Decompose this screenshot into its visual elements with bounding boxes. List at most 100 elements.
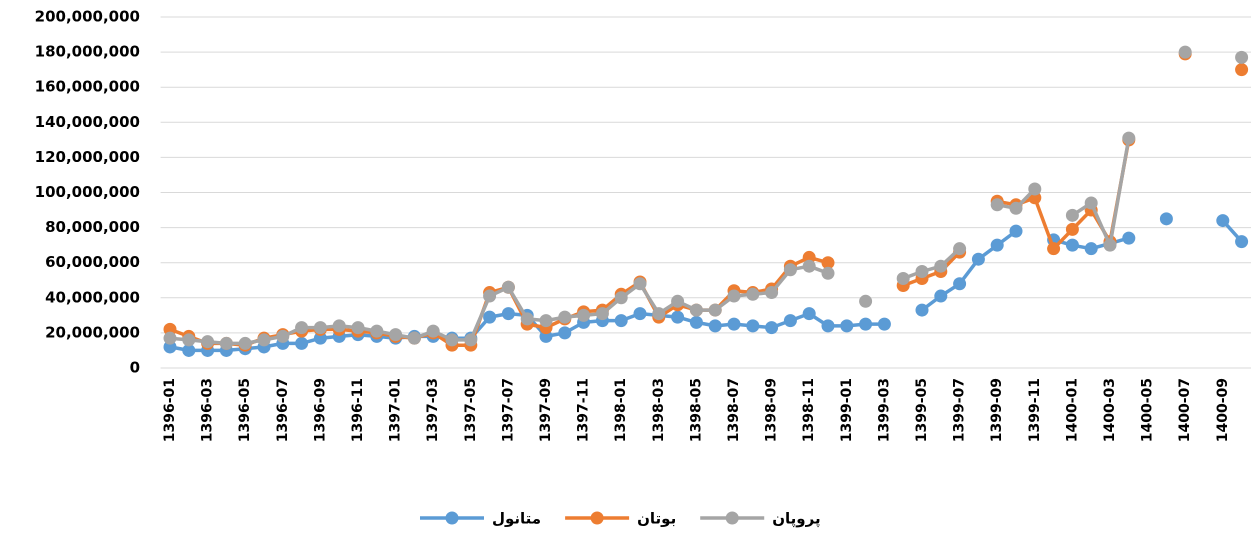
- data-point: [953, 242, 966, 255]
- x-tick-label: 1399-09: [989, 378, 1005, 442]
- x-tick-label: 1398-03: [651, 378, 667, 442]
- data-point: [164, 332, 177, 345]
- x-tick-label: 1396-11: [350, 378, 366, 442]
- data-point: [521, 312, 534, 325]
- data-point: [878, 318, 891, 331]
- data-point: [765, 286, 778, 299]
- data-point: [634, 307, 647, 320]
- data-point: [577, 309, 590, 322]
- data-point: [258, 333, 271, 346]
- data-point: [446, 333, 459, 346]
- data-point: [1085, 197, 1098, 210]
- data-point: [784, 263, 797, 276]
- data-point: [483, 311, 496, 324]
- y-tick-label: 180,000,000: [35, 43, 140, 61]
- data-point: [934, 290, 947, 303]
- x-tick-label: 1396-07: [275, 378, 291, 442]
- data-point: [991, 198, 1004, 211]
- data-point: [1122, 232, 1135, 245]
- data-point: [953, 277, 966, 290]
- data-point: [408, 332, 421, 345]
- data-point: [634, 277, 647, 290]
- data-point: [314, 321, 327, 334]
- data-point: [558, 311, 571, 324]
- data-point: [502, 307, 515, 320]
- x-tick-label: 1399-05: [914, 378, 930, 442]
- y-tick-label: 20,000,000: [45, 323, 140, 341]
- data-point: [239, 337, 252, 350]
- x-tick-label: 1398-05: [688, 378, 704, 442]
- x-tick-label: 1397-09: [538, 378, 554, 442]
- data-point: [690, 316, 703, 329]
- x-tick-label: 1399-03: [876, 378, 892, 442]
- x-tick-label: 1396-05: [237, 378, 253, 442]
- data-point: [897, 272, 910, 285]
- y-tick-label: 40,000,000: [45, 288, 140, 306]
- data-point: [1235, 51, 1248, 64]
- data-point: [916, 304, 929, 317]
- x-tick-label: 1396-09: [312, 378, 328, 442]
- data-point: [1235, 235, 1248, 248]
- data-point: [201, 335, 214, 348]
- x-tick-label: 1398-01: [613, 378, 629, 442]
- data-point: [709, 304, 722, 317]
- data-point: [182, 333, 195, 346]
- data-point: [389, 328, 402, 341]
- data-point: [615, 291, 628, 304]
- x-tick-label: 1396-03: [200, 378, 216, 442]
- data-point: [1085, 242, 1098, 255]
- data-point: [333, 319, 346, 332]
- legend-label: متانول: [492, 510, 541, 528]
- data-point: [220, 337, 233, 350]
- legend-item: بوتان: [565, 510, 676, 528]
- data-point: [822, 319, 835, 332]
- y-tick-label: 0: [130, 359, 140, 377]
- data-point: [1028, 182, 1041, 195]
- x-tick-label: 1400-01: [1064, 378, 1080, 442]
- data-point: [934, 260, 947, 273]
- data-point: [1216, 214, 1229, 227]
- x-tick-label: 1400-03: [1102, 378, 1118, 442]
- data-point: [295, 337, 308, 350]
- y-tick-label: 100,000,000: [35, 183, 140, 201]
- legend-item: متانول: [420, 510, 541, 528]
- x-tick-label: 1399-01: [839, 378, 855, 442]
- series-line: [170, 70, 1242, 346]
- data-point: [483, 290, 496, 303]
- data-point: [464, 333, 477, 346]
- data-point: [728, 318, 741, 331]
- data-point: [1122, 132, 1135, 145]
- x-tick-label: 1398-11: [801, 378, 817, 442]
- data-point: [1010, 225, 1023, 238]
- y-tick-label: 120,000,000: [35, 148, 140, 166]
- x-tick-label: 1397-03: [425, 378, 441, 442]
- x-tick-label: 1396-01: [162, 378, 178, 442]
- series-line: [170, 57, 1242, 343]
- x-tick-label: 1397-07: [500, 378, 516, 442]
- data-point: [746, 319, 759, 332]
- data-point: [295, 321, 308, 334]
- x-tick-label: 1398-09: [764, 378, 780, 442]
- y-tick-label: 140,000,000: [35, 113, 140, 131]
- data-point: [784, 314, 797, 327]
- data-point: [803, 260, 816, 273]
- data-point: [1010, 202, 1023, 215]
- data-point: [652, 307, 665, 320]
- data-point: [540, 314, 553, 327]
- data-point: [615, 314, 628, 327]
- data-point: [803, 307, 816, 320]
- x-tick-label: 1398-07: [726, 378, 742, 442]
- data-point: [1066, 209, 1079, 222]
- x-tick-label: 1400-05: [1140, 378, 1156, 442]
- data-point: [1160, 212, 1173, 225]
- data-point: [1066, 223, 1079, 236]
- y-tick-label: 80,000,000: [45, 218, 140, 236]
- x-tick-label: 1399-07: [952, 378, 968, 442]
- data-point: [840, 319, 853, 332]
- data-point: [690, 304, 703, 317]
- data-point: [765, 321, 778, 334]
- x-tick-label: 1400-09: [1215, 378, 1231, 442]
- legend-label: پروپان: [772, 510, 820, 529]
- y-tick-label: 200,000,000: [35, 8, 140, 26]
- y-tick-label: 160,000,000: [35, 78, 140, 96]
